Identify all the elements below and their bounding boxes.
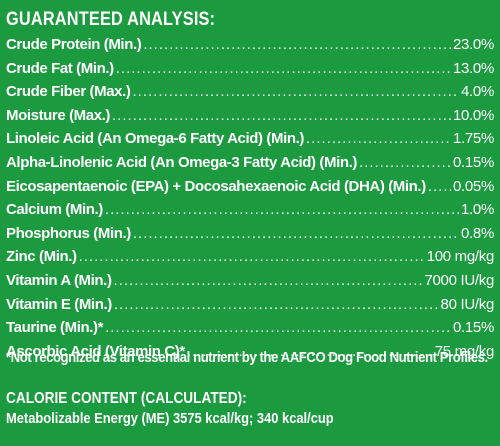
dot-leader xyxy=(105,316,451,340)
analysis-row-zinc: Zinc (Min.) 100 mg/kg xyxy=(6,245,494,269)
analysis-row-value: 1.0% xyxy=(461,201,494,219)
analysis-row-value: 0.15% xyxy=(452,319,494,337)
analysis-row-value: 80 IU/kg xyxy=(440,295,494,313)
analysis-row-value: 7000 IU/kg xyxy=(424,271,494,289)
analysis-row-label: Calcium (Min.) xyxy=(6,201,103,219)
analysis-row-label: Vitamin E (Min.) xyxy=(6,295,112,313)
analysis-row-value: 100 mg/kg xyxy=(426,248,494,266)
dot-leader xyxy=(132,80,459,104)
dot-leader xyxy=(105,198,459,222)
analysis-row-value: 10.0% xyxy=(452,106,494,124)
dot-leader xyxy=(428,175,451,199)
analysis-heading: GUARANTEED ANALYSIS: xyxy=(6,9,216,30)
analysis-row-label: Linoleic Acid (An Omega-6 Fatty Acid) (M… xyxy=(6,130,304,148)
dot-leader xyxy=(133,222,459,246)
analysis-row-label: Eicosapentaenoic (EPA) + Docosahexaenoic… xyxy=(6,177,426,195)
analysis-table: Crude Protein (Min.) 23.0% Crude Fat (Mi… xyxy=(6,33,494,363)
analysis-row-label: Moisture (Max.) xyxy=(6,106,111,124)
analysis-row-value: 23.0% xyxy=(452,36,494,53)
analysis-row-ascorbic-acid: Ascorbic Acid (Vitamin C)* 75 mg/kg xyxy=(6,340,494,364)
analysis-row-value: 0.15% xyxy=(452,153,494,171)
analysis-row-label: Ascorbic Acid (Vitamin C)* xyxy=(6,342,185,360)
analysis-row-label: Crude Fiber (Max.) xyxy=(6,83,131,101)
analysis-row-value: 13.0% xyxy=(452,59,494,77)
analysis-row-label: Vitamin A (Min.) xyxy=(6,271,112,289)
analysis-row-label: Zinc (Min.) xyxy=(6,248,77,266)
analysis-row-label: Phosphorus (Min.) xyxy=(6,224,131,242)
calorie-content-heading: CALORIE CONTENT (CALCULATED): xyxy=(6,390,247,407)
dot-leader xyxy=(306,127,451,151)
analysis-row-value: 1.75% xyxy=(452,130,494,148)
analysis-row-alpha-linolenic-acid: Alpha-Linolenic Acid (An Omega-3 Fatty A… xyxy=(6,151,494,175)
analysis-row-label: Crude Protein (Min.) xyxy=(6,36,142,53)
analysis-row-crude-fiber: Crude Fiber (Max.) 4.0% xyxy=(6,80,494,104)
analysis-row-moisture: Moisture (Max.) 10.0% xyxy=(6,104,494,128)
analysis-row-label: Crude Fat (Min.) xyxy=(6,59,114,77)
analysis-row-crude-fat: Crude Fat (Min.) 13.0% xyxy=(6,57,494,81)
analysis-row-calcium: Calcium (Min.) 1.0% xyxy=(6,198,494,222)
dot-leader xyxy=(112,104,451,128)
dot-leader xyxy=(114,293,439,317)
dot-leader xyxy=(116,57,451,81)
analysis-row-label: Alpha-Linolenic Acid (An Omega-3 Fatty A… xyxy=(6,153,357,171)
analysis-row-label: Taurine (Min.)* xyxy=(6,319,104,337)
analysis-row-linoleic-acid: Linoleic Acid (An Omega-6 Fatty Acid) (M… xyxy=(6,127,494,151)
analysis-row-value: 0.05% xyxy=(452,177,494,195)
analysis-row-value: 0.8% xyxy=(461,224,494,242)
analysis-row-value: 4.0% xyxy=(461,83,494,101)
analysis-row-vitamin-e: Vitamin E (Min.) 80 IU/kg xyxy=(6,293,494,317)
dot-leader xyxy=(79,245,425,269)
analysis-row-taurine: Taurine (Min.)* 0.15% xyxy=(6,316,494,340)
analysis-row-vitamin-a: Vitamin A (Min.) 7000 IU/kg xyxy=(6,269,494,293)
aafco-footnote: *Not recognized as an essential nutrient… xyxy=(6,350,488,366)
dot-leader xyxy=(143,33,451,57)
analysis-row-crude-protein: Crude Protein (Min.) 23.0% xyxy=(6,33,494,57)
analysis-row-value: 75 mg/kg xyxy=(434,342,494,360)
dot-leader xyxy=(114,269,423,293)
analysis-row-epa-dha: Eicosapentaenoic (EPA) + Docosahexaenoic… xyxy=(6,175,494,199)
analysis-row-phosphorus: Phosphorus (Min.) 0.8% xyxy=(6,222,494,246)
metabolizable-energy-value: Metabolizable Energy (ME) 3575 kcal/kg; … xyxy=(6,410,334,427)
dot-leader xyxy=(359,151,451,175)
